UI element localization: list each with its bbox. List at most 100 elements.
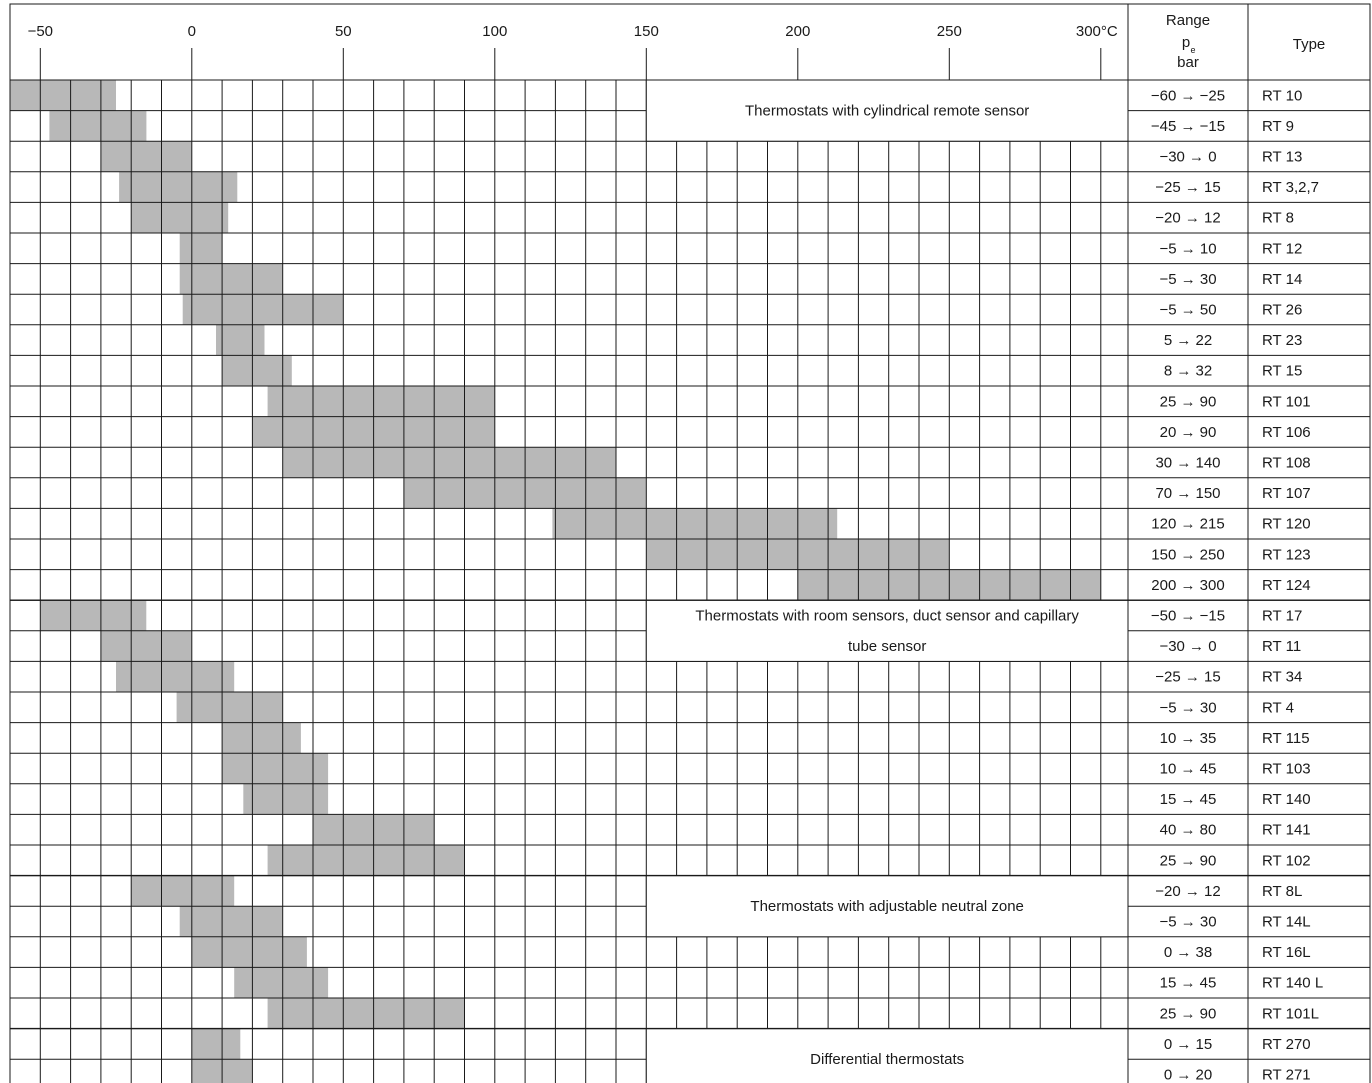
range-cell: 10 → 45 bbox=[1160, 761, 1217, 778]
type-cell: RT 26 bbox=[1262, 302, 1302, 319]
type-cell: RT 101L bbox=[1262, 1005, 1319, 1022]
range-bar-rt-14 bbox=[179, 263, 283, 295]
range-bar-rt-120 bbox=[552, 508, 838, 539]
range-cell: −5 → 50 bbox=[1159, 302, 1216, 319]
range-cell: 25 → 90 bbox=[1160, 393, 1217, 410]
range-bar-rt-101 bbox=[267, 386, 495, 417]
range-cell: −5 → 30 bbox=[1159, 271, 1216, 288]
range-cell: −25 → 15 bbox=[1155, 669, 1220, 686]
range-bar-rt-11 bbox=[100, 630, 192, 662]
type-cell: RT 8L bbox=[1262, 883, 1302, 900]
range-header-line1: Range bbox=[1166, 12, 1210, 29]
range-bar-rt-34 bbox=[116, 661, 235, 692]
group-label-boxes: Thermostats with cylindrical remote sens… bbox=[645, 79, 1129, 1083]
x-tick-label: 150 bbox=[634, 23, 659, 40]
type-header: Type bbox=[1293, 36, 1326, 53]
type-cell: RT 34 bbox=[1262, 669, 1302, 686]
table-frame bbox=[9, 3, 1371, 1083]
type-cell: RT 123 bbox=[1262, 546, 1311, 563]
range-cell: −60 → −25 bbox=[1151, 87, 1225, 104]
x-tick-label: 300°C bbox=[1076, 23, 1118, 40]
range-cell: −30 → 0 bbox=[1159, 638, 1216, 655]
range-cell: 40 → 80 bbox=[1160, 822, 1217, 839]
type-cell: RT 11 bbox=[1262, 638, 1301, 655]
range-cell: 20 → 90 bbox=[1160, 424, 1217, 441]
range-bar-rt-140 bbox=[243, 783, 329, 815]
range-bar-rt-4 bbox=[176, 692, 283, 723]
range-header-subscript: e bbox=[1190, 45, 1195, 55]
type-cell: RT 102 bbox=[1262, 852, 1311, 869]
type-cell: RT 17 bbox=[1262, 608, 1302, 625]
range-bar-rt-8 bbox=[131, 202, 229, 233]
type-cell: RT 115 bbox=[1262, 730, 1310, 747]
range-cell: −45 → −15 bbox=[1151, 118, 1225, 135]
type-cell: RT 8 bbox=[1262, 210, 1294, 227]
range-header-line3: bar bbox=[1177, 54, 1199, 71]
type-cell: RT 103 bbox=[1262, 761, 1311, 778]
type-cell: RT 140 L bbox=[1262, 975, 1323, 992]
range-bar-rt-10 bbox=[10, 80, 116, 111]
type-cell: RT 13 bbox=[1262, 149, 1302, 166]
range-bar-rt-12 bbox=[179, 233, 223, 264]
type-cell: RT 14L bbox=[1262, 914, 1311, 931]
outer-border bbox=[9, 3, 1371, 1083]
range-cell: 120 → 215 bbox=[1151, 516, 1224, 533]
range-cell: 30 → 140 bbox=[1155, 455, 1220, 472]
range-cell: 150 → 250 bbox=[1151, 546, 1224, 563]
range-bar-rt-140-l bbox=[234, 967, 329, 998]
range-cell: −30 → 0 bbox=[1159, 149, 1216, 166]
type-cell: RT 124 bbox=[1262, 577, 1311, 594]
range-bar-rt-17 bbox=[40, 600, 147, 631]
type-cell: RT 120 bbox=[1262, 516, 1311, 533]
type-cell: RT 9 bbox=[1262, 118, 1294, 135]
type-cell: RT 16L bbox=[1262, 944, 1311, 961]
range-cell: 25 → 90 bbox=[1160, 1005, 1217, 1022]
range-cell: −25 → 15 bbox=[1155, 179, 1220, 196]
header-row: Range p e bar Type bbox=[1166, 12, 1325, 71]
range-bar-rt-14l bbox=[179, 906, 283, 937]
range-bar-rt-23 bbox=[216, 324, 265, 356]
x-tick-label: 200 bbox=[785, 23, 810, 40]
range-bar-rt-15 bbox=[222, 355, 292, 386]
type-cell: RT 141 bbox=[1262, 822, 1311, 839]
range-bar-rt-102 bbox=[267, 845, 465, 876]
range-cell: −50 → −15 bbox=[1151, 608, 1225, 625]
range-cell: 0 → 20 bbox=[1164, 1067, 1212, 1083]
range-bar-rt-13 bbox=[100, 141, 192, 172]
type-cell: RT 271 bbox=[1262, 1067, 1311, 1083]
range-bar-rt-101l bbox=[267, 998, 465, 1029]
range-cell: 10 → 35 bbox=[1160, 730, 1217, 747]
type-cell: RT 108 bbox=[1262, 455, 1311, 472]
group-label-box bbox=[645, 79, 1129, 142]
group-label-box bbox=[645, 875, 1129, 938]
type-cell: RT 10 bbox=[1262, 87, 1302, 104]
range-bar-rt-3-2-7 bbox=[119, 171, 238, 203]
x-tick-label: −50 bbox=[28, 23, 53, 40]
group-label-text: Thermostats with room sensors, duct sens… bbox=[695, 608, 1079, 625]
range-bar-rt-16l bbox=[191, 936, 307, 968]
range-cell: 25 → 90 bbox=[1160, 852, 1217, 869]
x-tick-label: 0 bbox=[188, 23, 196, 40]
type-cell: RT 23 bbox=[1262, 332, 1302, 349]
type-cell: RT 12 bbox=[1262, 240, 1302, 257]
type-cell: RT 101 bbox=[1262, 393, 1311, 410]
group-label-text: Thermostats with cylindrical remote sens… bbox=[745, 103, 1029, 120]
x-tick-label: 100 bbox=[482, 23, 507, 40]
group-label-text: Thermostats with adjustable neutral zone bbox=[750, 898, 1023, 915]
range-bar-rt-26 bbox=[182, 294, 344, 325]
range-cell: −20 → 12 bbox=[1155, 210, 1220, 227]
type-cell: RT 15 bbox=[1262, 363, 1302, 380]
x-axis: −50 0 50 100 150 200 250 300°C bbox=[28, 23, 1118, 80]
range-cell: 15 → 45 bbox=[1160, 791, 1217, 808]
group-label-text: Differential thermostats bbox=[810, 1051, 964, 1068]
range-cell: 70 → 150 bbox=[1155, 485, 1220, 502]
range-cell: −5 → 10 bbox=[1159, 240, 1216, 257]
type-cell: RT 4 bbox=[1262, 699, 1294, 716]
range-bar-rt-9 bbox=[49, 110, 147, 142]
range-cell: −5 → 30 bbox=[1159, 914, 1216, 931]
range-bar-rt-108 bbox=[282, 447, 616, 478]
range-cell: 0 → 15 bbox=[1164, 1036, 1212, 1053]
type-cell: RT 106 bbox=[1262, 424, 1311, 441]
range-cell: 0 → 38 bbox=[1164, 944, 1212, 961]
